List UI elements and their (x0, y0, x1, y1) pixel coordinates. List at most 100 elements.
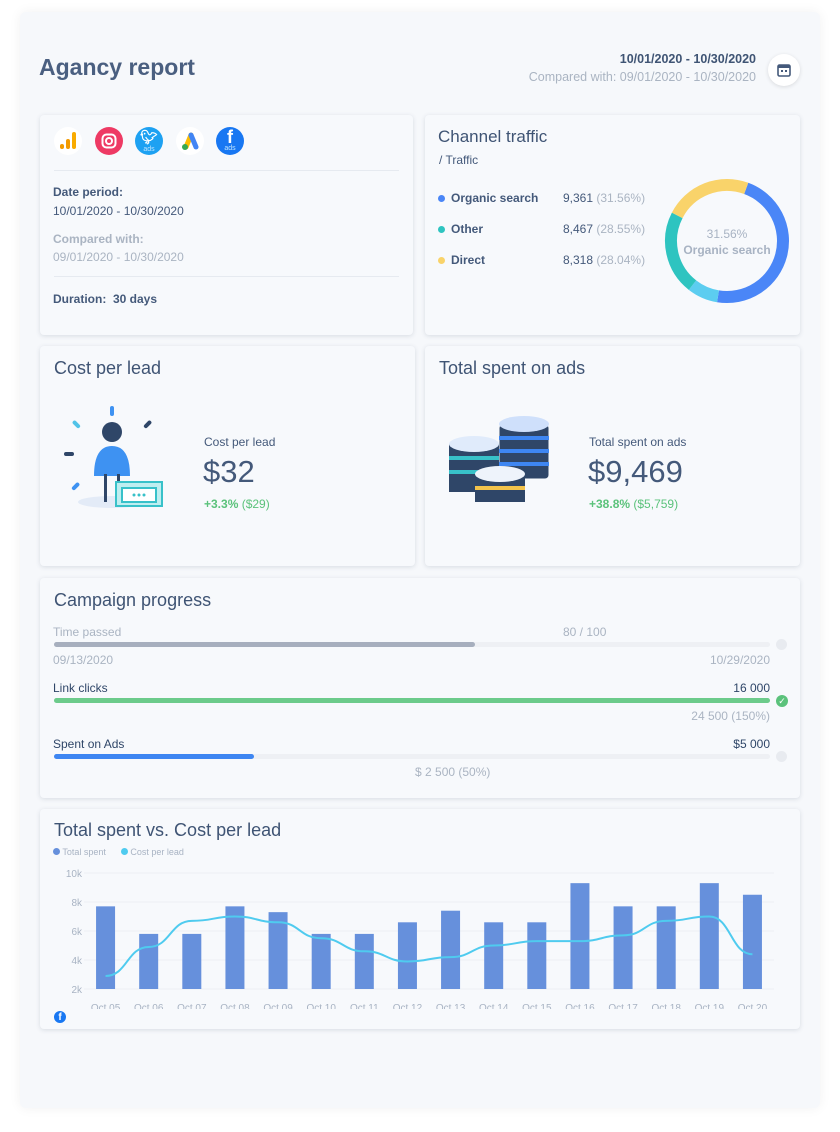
x-tick-label: Oct 16 (565, 1003, 595, 1009)
date-period-label: Date period: (53, 185, 124, 199)
spent-ads-progress-bar (54, 754, 770, 759)
date-period-value: 10/01/2020 - 10/30/2020 (53, 204, 184, 218)
line-cost-per-lead (105, 915, 753, 977)
spent-ads-label: Spent on Ads (53, 737, 125, 751)
legend-cost-per-lead: Cost per lead (130, 847, 184, 857)
link-clicks-progress-bar (54, 698, 770, 703)
channel-label: Other (451, 222, 484, 236)
bar-total-spent (484, 922, 504, 989)
bar-total-spent (527, 922, 547, 989)
channel-traffic-card: Channel traffic / Traffic Organic search… (425, 115, 800, 335)
y-tick-label: 4k (71, 956, 83, 967)
x-tick-label: Oct 17 (608, 1003, 638, 1009)
time-start: 09/13/2020 (53, 653, 114, 667)
bar-total-spent (441, 910, 461, 989)
channel-pct: (28.55%) (596, 222, 646, 236)
facebook-icon: f (54, 1011, 66, 1023)
channel-item: Direct 8,318 (28.04%) (438, 253, 648, 267)
bar-total-spent (570, 883, 590, 989)
spent-prev: ($5,759) (633, 497, 679, 511)
time-progress-bar (54, 642, 770, 647)
coins-icon (449, 416, 550, 502)
channel-label: Direct (451, 253, 486, 267)
report-page: Agancy report 10/01/2020 - 10/30/2020 Co… (20, 12, 820, 1108)
cpl-title: Cost per lead (54, 358, 162, 378)
status-dot (776, 751, 787, 762)
x-tick-label: Oct 10 (306, 1003, 336, 1009)
channel-dot (438, 195, 445, 202)
compared-value: 09/01/2020 - 10/30/2020 (53, 250, 184, 264)
channel-label: Organic search (451, 191, 539, 205)
spent-change: +38.8% (589, 497, 631, 511)
instagram-icon (95, 127, 123, 155)
ads-label: ads (143, 146, 155, 153)
channel-item: Organic search 9,361 (31.56%) (438, 191, 648, 205)
bar-total-spent (354, 933, 374, 989)
ads-label: ads (224, 145, 236, 152)
channel-pct: (28.04%) (596, 253, 646, 267)
legend-dot-total-spent (53, 848, 60, 855)
x-tick-label: Oct 05 (91, 1003, 121, 1009)
legend-dot-cost-per-lead (120, 848, 128, 855)
spent-value: $9,469 (588, 454, 683, 489)
link-clicks-target: 24 500 (150%) (691, 709, 770, 723)
bar-total-spent (699, 883, 719, 989)
donut-segment (671, 179, 749, 219)
bar-total-spent (397, 922, 417, 989)
channel-dot (438, 257, 445, 264)
calendar-button[interactable] (768, 54, 800, 86)
link-clicks-value: 16 000 (733, 681, 770, 695)
time-passed-value: 80 / 100 (563, 625, 607, 639)
x-tick-label: Oct 13 (436, 1003, 466, 1009)
cpl-prev: ($29) (241, 497, 270, 511)
bar-total-spent (268, 912, 288, 989)
traffic-donut-chart (665, 179, 789, 303)
x-tick-label: Oct 18 (651, 1003, 681, 1009)
date-range: 10/01/2020 - 10/30/2020 (619, 52, 756, 66)
bar-total-spent (139, 933, 159, 989)
x-tick-label: Oct 06 (134, 1003, 164, 1009)
check-icon: ✓ (776, 695, 788, 707)
duration-label: Duration: (53, 292, 107, 306)
google-ads-icon (176, 127, 204, 155)
compared-label: Compared with: (53, 232, 144, 246)
time-end: 10/29/2020 (709, 653, 770, 667)
cpl-change: +3.3% (204, 497, 239, 511)
channel-subtitle: / Traffic (439, 153, 479, 167)
info-card: 🐦︎ ads f ads Date period: 10/01/2020 - 10/… (40, 115, 413, 335)
divider (54, 170, 399, 171)
x-tick-label: Oct 08 (220, 1003, 250, 1009)
lead-person-illustration (64, 406, 163, 508)
cpl-value: $32 (203, 454, 255, 489)
x-tick-label: Oct 07 (177, 1003, 207, 1009)
compared-range: Compared with: 09/01/2020 - 10/30/2020 (528, 70, 756, 84)
combo-chart: 2k 4k 6k 8k 10k Oct 05 Oct 06 Oct 07 Oct 08 Oct 0… (66, 869, 774, 1009)
duration-value: 30 days (113, 292, 158, 306)
total-spent-card: Total spent on ads Total spent on ads $9… (425, 346, 800, 566)
spent-vs-cpl-card: Total spent vs. Cost per lead Total spen… (40, 809, 800, 1029)
page-title: Agancy report (39, 54, 195, 80)
link-clicks-label: Link clicks (53, 681, 108, 695)
x-tick-label: Oct 14 (479, 1003, 509, 1009)
bar-total-spent (225, 906, 245, 989)
spent-ads-value: $5 000 (733, 737, 770, 751)
channel-item: Other 8,467 (28.55%) (438, 222, 648, 236)
x-tick-label: Oct 09 (263, 1003, 293, 1009)
time-passed-label: Time passed (53, 625, 122, 639)
bar-total-spent (742, 894, 762, 989)
donut-percent: 31.56% (706, 227, 748, 241)
spent-label: Total spent on ads (589, 435, 687, 449)
bar-total-spent (613, 906, 633, 989)
x-tick-label: Oct 11 (350, 1003, 379, 1009)
channel-title: Channel traffic (438, 127, 548, 146)
y-tick-label: 2k (71, 985, 83, 996)
calendar-icon (777, 64, 791, 77)
donut-segment (717, 182, 789, 303)
y-tick-label: 10k (66, 869, 83, 880)
divider (54, 276, 399, 277)
y-tick-label: 6k (71, 927, 83, 938)
twitter-ads-icon: 🐦︎ ads (135, 127, 163, 155)
donut-segment (665, 212, 697, 290)
legend-total-spent: Total spent (62, 847, 106, 857)
channel-value: 9,361 (563, 191, 594, 205)
